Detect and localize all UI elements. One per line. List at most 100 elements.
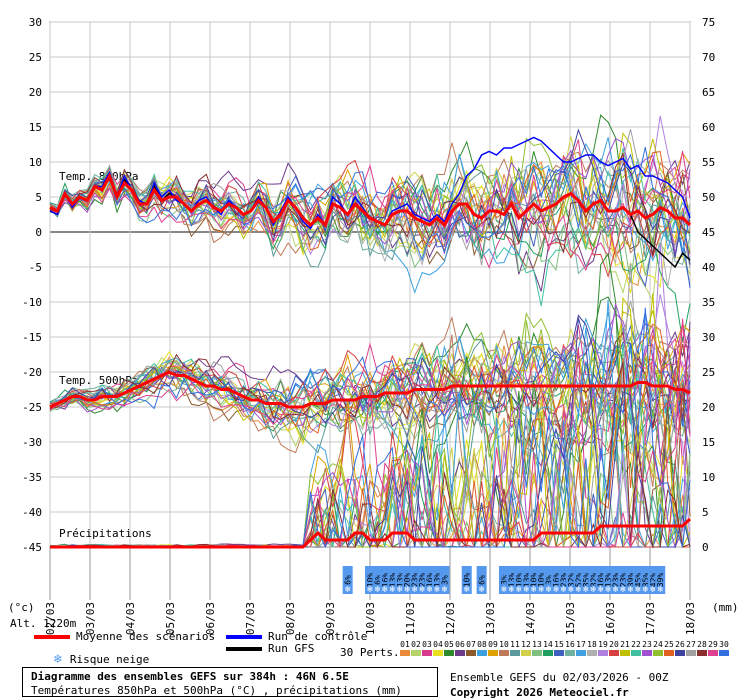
pert-swatch bbox=[576, 650, 586, 656]
snow-risk-cell bbox=[439, 566, 450, 594]
legend-perts: 30 Perts. bbox=[340, 646, 400, 659]
snow-risk-cell bbox=[342, 566, 353, 594]
snow-risk-value: 6% bbox=[344, 575, 353, 585]
snowflake-icon: ❄ bbox=[509, 585, 515, 595]
y-tick-right: 5 bbox=[702, 506, 709, 519]
legend-control-swatch bbox=[226, 634, 262, 639]
y-tick-right: 30 bbox=[702, 331, 715, 344]
pert-swatch bbox=[400, 650, 410, 656]
snowflake-icon: ❄ bbox=[442, 585, 448, 595]
snow-risk-cell bbox=[603, 566, 614, 594]
y-tick-left: -5 bbox=[29, 261, 42, 274]
snowflake-icon: ❄ bbox=[501, 585, 507, 595]
snowflake-icon: ❄ bbox=[427, 585, 433, 595]
t500-pert-02 bbox=[49, 354, 691, 473]
snowflake-icon: ❄ bbox=[643, 585, 649, 595]
snow-risk-value: 10% bbox=[530, 573, 539, 588]
legend-gfs-label: Run GFS bbox=[268, 642, 315, 655]
y-tick-left: -20 bbox=[22, 366, 42, 379]
snowflake-icon: ❄ bbox=[345, 585, 351, 595]
snow-risk-value: 13% bbox=[604, 573, 613, 588]
snow-risk-value: 23% bbox=[612, 573, 621, 588]
snow-risk-cell bbox=[409, 566, 420, 594]
t500-pert-22 bbox=[49, 326, 691, 482]
y-tick-left: 5 bbox=[35, 191, 42, 204]
x-tick-label: 12/03 bbox=[444, 602, 457, 635]
snow-risk-cell bbox=[640, 566, 651, 594]
snow-risk-value: 20% bbox=[403, 573, 412, 588]
snowflake-icon: ❄ bbox=[576, 585, 582, 595]
precip-mean-line bbox=[50, 517, 692, 549]
pert-swatch bbox=[708, 650, 718, 656]
pert-id-label: 22 bbox=[631, 640, 641, 649]
snow-risk-cell bbox=[372, 566, 383, 594]
snow-risk-value: 32% bbox=[567, 573, 576, 588]
t500-mean-line bbox=[49, 370, 691, 409]
snowflake-icon: ❄ bbox=[434, 585, 440, 595]
pert-swatch bbox=[543, 650, 553, 656]
pert-id-label: 03 bbox=[422, 640, 432, 649]
x-tick-label: 14/03 bbox=[524, 602, 537, 635]
pert-swatch bbox=[719, 650, 729, 656]
pert-id-label: 20 bbox=[609, 640, 619, 649]
t500-pert-25 bbox=[49, 323, 691, 434]
y-tick-right: 45 bbox=[702, 226, 715, 239]
y-tick-left: 30 bbox=[29, 16, 42, 29]
snow-risk-cell bbox=[610, 566, 621, 594]
snow-risk-cell bbox=[402, 566, 413, 594]
y-axis-label-right: (mm) bbox=[712, 601, 739, 614]
y-tick-left: 20 bbox=[29, 86, 42, 99]
pert-id-label: 24 bbox=[653, 640, 663, 649]
snow-risk-cell bbox=[521, 566, 532, 594]
snow-risk-cell bbox=[498, 566, 509, 594]
y-tick-left: 0 bbox=[35, 226, 42, 239]
pert-id-label: 06 bbox=[455, 640, 465, 649]
snow-risk-cell bbox=[394, 566, 405, 594]
copyright: Copyright 2026 Meteociel.fr bbox=[450, 686, 629, 699]
snow-risk-value: 10% bbox=[463, 573, 472, 588]
x-tick-label: 06/03 bbox=[204, 602, 217, 635]
snow-risk-cell bbox=[595, 566, 606, 594]
pert-swatch bbox=[444, 650, 454, 656]
legend-snow-label: Risque neige bbox=[69, 653, 150, 666]
y-tick-right: 40 bbox=[702, 261, 715, 274]
pert-id-label: 26 bbox=[675, 640, 685, 649]
pert-id-label: 04 bbox=[433, 640, 443, 649]
snow-risk-cell bbox=[417, 566, 428, 594]
pert-swatch bbox=[532, 650, 542, 656]
pert-id-label: 12 bbox=[521, 640, 531, 649]
x-tick-label: 05/03 bbox=[164, 602, 177, 635]
pert-swatch bbox=[620, 650, 630, 656]
snowflake-icon: ❄ bbox=[404, 585, 410, 595]
pert-id-label: 09 bbox=[488, 640, 498, 649]
t500-pert-30 bbox=[49, 311, 691, 430]
snowflake-icon: ❄ bbox=[628, 585, 634, 595]
pert-id-label: 10 bbox=[499, 640, 509, 649]
altitude-label: Alt. 1220m bbox=[10, 617, 77, 630]
snow-risk-cell bbox=[513, 566, 524, 594]
snow-risk-cell bbox=[424, 566, 435, 594]
snow-risk-value: 45% bbox=[634, 573, 643, 588]
snowflake-icon: ❄ bbox=[613, 585, 619, 595]
snow-risk-cell bbox=[647, 566, 658, 594]
snowflake-icon: ❄ bbox=[635, 585, 641, 595]
pert-id-label: 14 bbox=[543, 640, 553, 649]
legend-mean-label: Moyenne des scénarios bbox=[76, 630, 216, 643]
pert-swatch bbox=[609, 650, 619, 656]
snowflake-icon: ❄ bbox=[382, 585, 388, 595]
x-tick-label: 07/03 bbox=[244, 602, 257, 635]
y-tick-left: -35 bbox=[22, 471, 42, 484]
y-tick-right: 50 bbox=[702, 191, 715, 204]
caption-title: Diagramme des ensembles GEFS sur 384h : … bbox=[31, 670, 349, 683]
legend-control-label: Run de contrôle bbox=[268, 630, 368, 643]
y-tick-left: -30 bbox=[22, 436, 42, 449]
t500-pert-09 bbox=[49, 323, 691, 433]
pert-swatch bbox=[653, 650, 663, 656]
pert-id-label: 15 bbox=[554, 640, 564, 649]
snow-risk-value: 3% bbox=[440, 575, 449, 585]
legend-control: Run de contrôle bbox=[226, 630, 367, 643]
snowflake-icon: ❄ bbox=[538, 585, 544, 595]
pert-swatch bbox=[510, 650, 520, 656]
y-tick-left: -10 bbox=[22, 296, 42, 309]
snowflake-icon: ❄ bbox=[524, 585, 530, 595]
